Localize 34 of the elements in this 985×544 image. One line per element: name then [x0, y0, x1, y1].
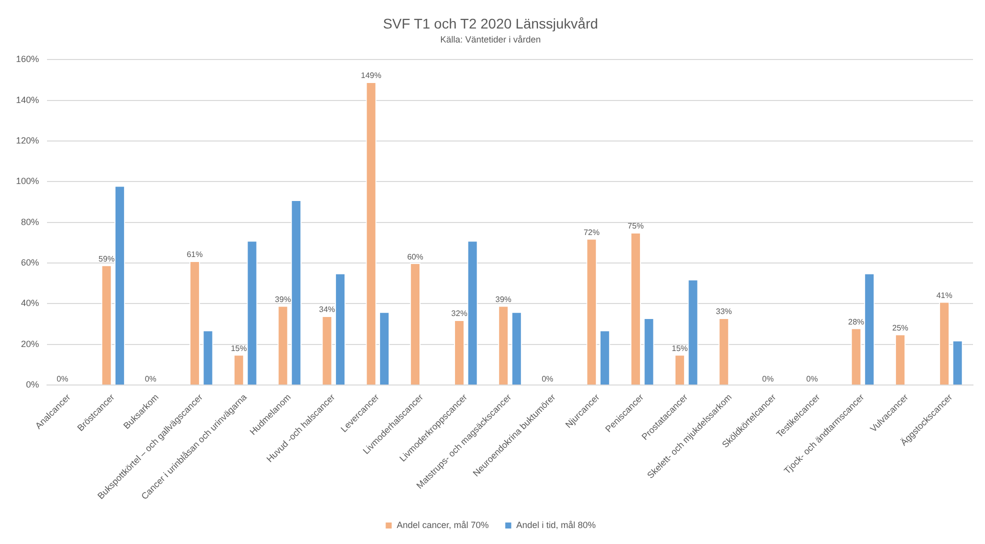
data-label: 0% [806, 374, 818, 384]
data-label: 25% [892, 323, 908, 332]
y-tick-label: 60% [21, 258, 40, 268]
legend-label: Andel cancer, mål 70% [396, 520, 489, 530]
data-label: 60% [407, 252, 424, 262]
y-tick-label: 80% [21, 216, 40, 227]
data-label: 34% [319, 305, 336, 314]
data-label: 75% [628, 222, 644, 231]
y-tick-label: 120% [16, 135, 40, 146]
data-label: 39% [274, 294, 291, 304]
y-tick-label: 100% [16, 176, 40, 186]
data-label: 41% [936, 290, 952, 300]
y-tick-label: 160% [16, 54, 40, 64]
y-tick-label: 0% [26, 380, 40, 390]
data-label: 33% [716, 307, 732, 316]
data-label: 0% [542, 374, 554, 384]
data-label: 39% [495, 294, 512, 304]
data-label: 0% [56, 374, 68, 384]
data-label: 149% [360, 71, 382, 80]
y-tick-label: 40% [21, 298, 40, 308]
y-tick-label: 20% [21, 338, 40, 349]
data-label: 0% [144, 374, 156, 384]
data-label: 0% [762, 374, 774, 384]
data-label: 15% [672, 344, 688, 353]
data-label: 28% [848, 317, 864, 326]
chart-title: SVF T1 och T2 2020 Länssjukvård [382, 15, 598, 32]
data-label: 32% [451, 309, 468, 318]
data-label: 72% [584, 228, 600, 237]
y-tick-label: 140% [16, 94, 40, 105]
data-label: 59% [98, 254, 115, 264]
data-label: 61% [186, 250, 203, 260]
data-label: 15% [230, 344, 247, 353]
chart-subtitle: Källa: Väntetider i vården [440, 34, 541, 45]
legend-label: Andel i tid, mål 80% [516, 520, 596, 530]
